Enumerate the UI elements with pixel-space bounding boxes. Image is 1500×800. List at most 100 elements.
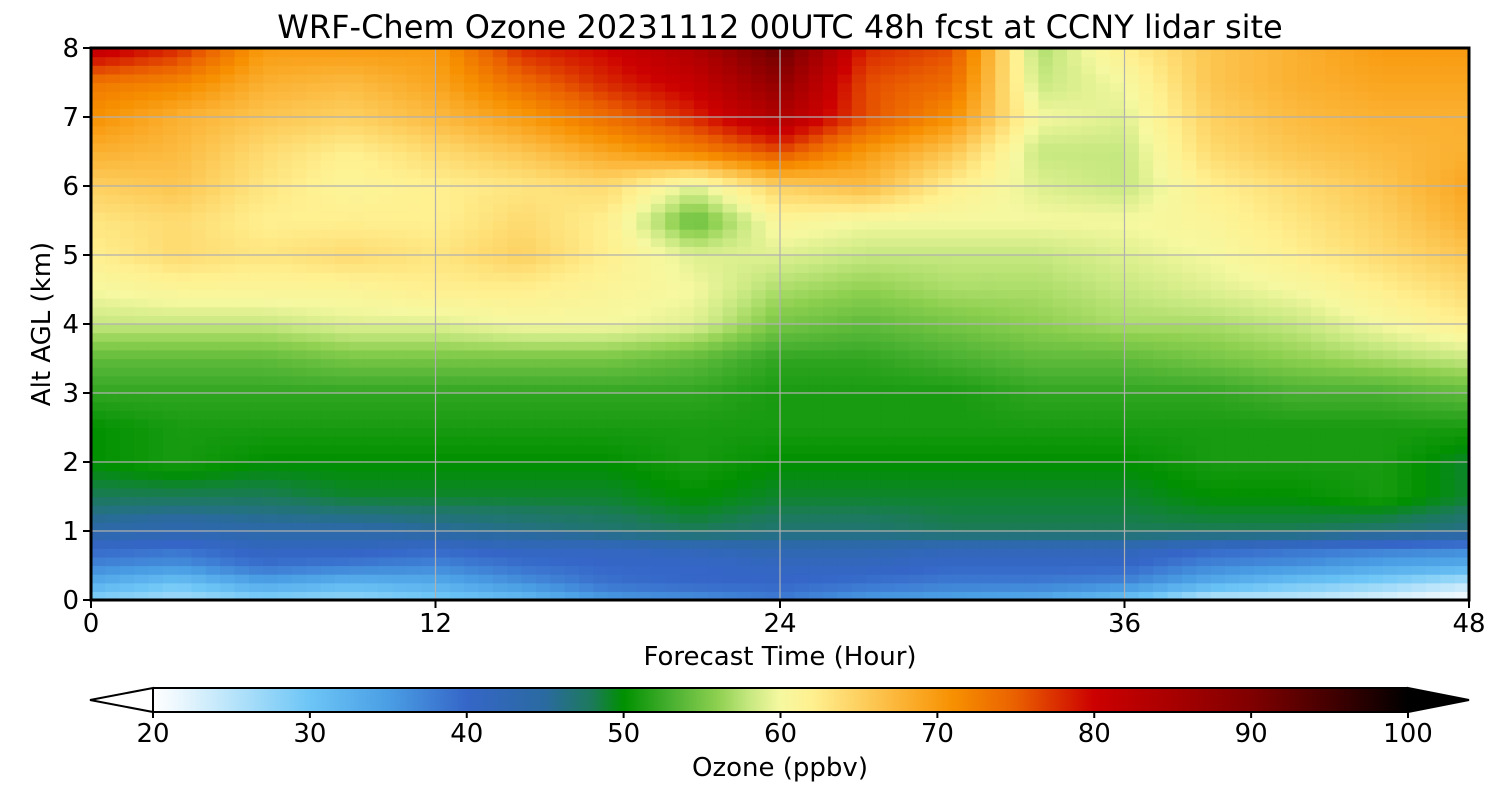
heatmap-cell bbox=[722, 306, 738, 316]
heatmap-cell bbox=[1181, 203, 1197, 213]
heatmap-cell bbox=[148, 574, 164, 584]
heatmap-cell bbox=[119, 375, 135, 385]
heatmap-cell bbox=[535, 410, 551, 420]
heatmap-cell bbox=[923, 556, 939, 567]
heatmap-cell bbox=[851, 332, 867, 342]
heatmap-cell bbox=[1296, 427, 1312, 437]
heatmap-cell bbox=[248, 410, 264, 420]
heatmap-cell bbox=[234, 341, 250, 351]
heatmap-cell bbox=[851, 263, 867, 273]
heatmap-cell bbox=[148, 151, 164, 161]
heatmap-cell bbox=[593, 229, 609, 239]
heatmap-cell bbox=[1038, 479, 1054, 489]
heatmap-cell bbox=[277, 237, 293, 247]
heatmap-cell bbox=[205, 453, 221, 463]
heatmap-cell bbox=[1368, 263, 1384, 273]
heatmap-cell bbox=[780, 298, 795, 308]
heatmap-cell bbox=[320, 255, 336, 265]
heatmap-cell bbox=[693, 531, 709, 541]
heatmap-cell bbox=[622, 324, 638, 334]
heatmap-cell bbox=[521, 418, 537, 429]
heatmap-cell bbox=[952, 324, 968, 334]
heatmap-cell bbox=[234, 272, 250, 282]
heatmap-cell bbox=[406, 367, 422, 377]
heatmap-cell bbox=[980, 220, 996, 230]
heatmap-cell bbox=[765, 556, 781, 567]
heatmap-cell bbox=[780, 220, 795, 230]
heatmap-cell bbox=[191, 384, 207, 394]
heatmap-cell bbox=[736, 289, 752, 299]
heatmap-cell bbox=[851, 556, 867, 567]
heatmap-cell bbox=[1253, 513, 1269, 523]
heatmap-cell bbox=[1110, 401, 1126, 411]
heatmap-cell bbox=[134, 186, 150, 196]
heatmap-cell bbox=[191, 358, 207, 368]
heatmap-cell bbox=[1440, 349, 1456, 360]
heatmap-cell bbox=[335, 401, 350, 411]
heatmap-cell bbox=[421, 539, 437, 549]
heatmap-cell bbox=[665, 367, 681, 377]
heatmap-cell bbox=[837, 522, 853, 532]
heatmap-cell bbox=[521, 211, 537, 222]
heatmap-cell bbox=[162, 237, 178, 247]
heatmap-cell bbox=[1224, 462, 1240, 472]
heatmap-cell bbox=[1253, 582, 1269, 592]
heatmap-cell bbox=[335, 522, 350, 532]
heatmap-cell bbox=[952, 453, 968, 463]
heatmap-cell bbox=[134, 436, 150, 446]
heatmap-cell bbox=[1124, 280, 1140, 291]
heatmap-cell bbox=[1354, 591, 1370, 600]
heatmap-cell bbox=[406, 203, 422, 213]
heatmap-cell bbox=[162, 289, 178, 299]
heatmap-cell bbox=[449, 375, 465, 385]
heatmap-cell bbox=[1210, 272, 1226, 282]
heatmap-cell bbox=[248, 418, 264, 429]
heatmap-cell bbox=[1110, 574, 1126, 584]
heatmap-cell bbox=[837, 298, 853, 308]
heatmap-cell bbox=[1081, 203, 1097, 213]
heatmap-cell bbox=[1425, 574, 1441, 584]
heatmap-cell bbox=[205, 418, 221, 429]
heatmap-cell bbox=[1067, 375, 1083, 385]
heatmap-cell bbox=[851, 151, 867, 161]
heatmap-cell bbox=[650, 160, 666, 170]
heatmap-cell bbox=[1181, 263, 1197, 273]
heatmap-cell bbox=[320, 487, 336, 498]
heatmap-cell bbox=[650, 289, 666, 299]
heatmap-cell bbox=[406, 306, 422, 316]
heatmap-cell bbox=[421, 220, 437, 230]
heatmap-cell bbox=[823, 548, 839, 558]
heatmap-cell bbox=[1067, 177, 1083, 187]
heatmap-cell bbox=[1282, 574, 1298, 584]
heatmap-cell bbox=[765, 280, 781, 291]
heatmap-cell bbox=[880, 280, 896, 291]
heatmap-cell bbox=[1124, 289, 1140, 299]
heatmap-cell bbox=[808, 280, 824, 291]
heatmap-cell bbox=[1095, 384, 1111, 394]
heatmap-cell bbox=[1239, 194, 1255, 204]
heatmap-cell bbox=[421, 591, 437, 600]
heatmap-cell bbox=[937, 255, 953, 265]
heatmap-cell bbox=[1224, 470, 1240, 480]
heatmap-cell bbox=[837, 539, 853, 549]
heatmap-cell bbox=[823, 168, 839, 178]
heatmap-cell bbox=[1167, 418, 1183, 429]
heatmap-cell bbox=[349, 513, 365, 523]
heatmap-cell bbox=[1411, 246, 1427, 256]
heatmap-cell bbox=[1253, 565, 1269, 575]
heatmap-cell bbox=[1210, 229, 1226, 239]
heatmap-cell bbox=[162, 246, 178, 256]
heatmap-cell bbox=[952, 160, 968, 170]
heatmap-cell bbox=[134, 220, 150, 230]
heatmap-cell bbox=[1110, 211, 1126, 222]
heatmap-cell bbox=[1268, 539, 1283, 549]
heatmap-cell bbox=[306, 574, 322, 584]
heatmap-cell bbox=[421, 427, 437, 437]
heatmap-cell bbox=[1038, 263, 1054, 273]
heatmap-cell bbox=[579, 565, 594, 575]
heatmap-cell bbox=[636, 255, 652, 265]
heatmap-cell bbox=[320, 565, 336, 575]
heatmap-cell bbox=[363, 272, 379, 282]
heatmap-cell bbox=[894, 556, 910, 567]
heatmap-cell bbox=[277, 539, 293, 549]
